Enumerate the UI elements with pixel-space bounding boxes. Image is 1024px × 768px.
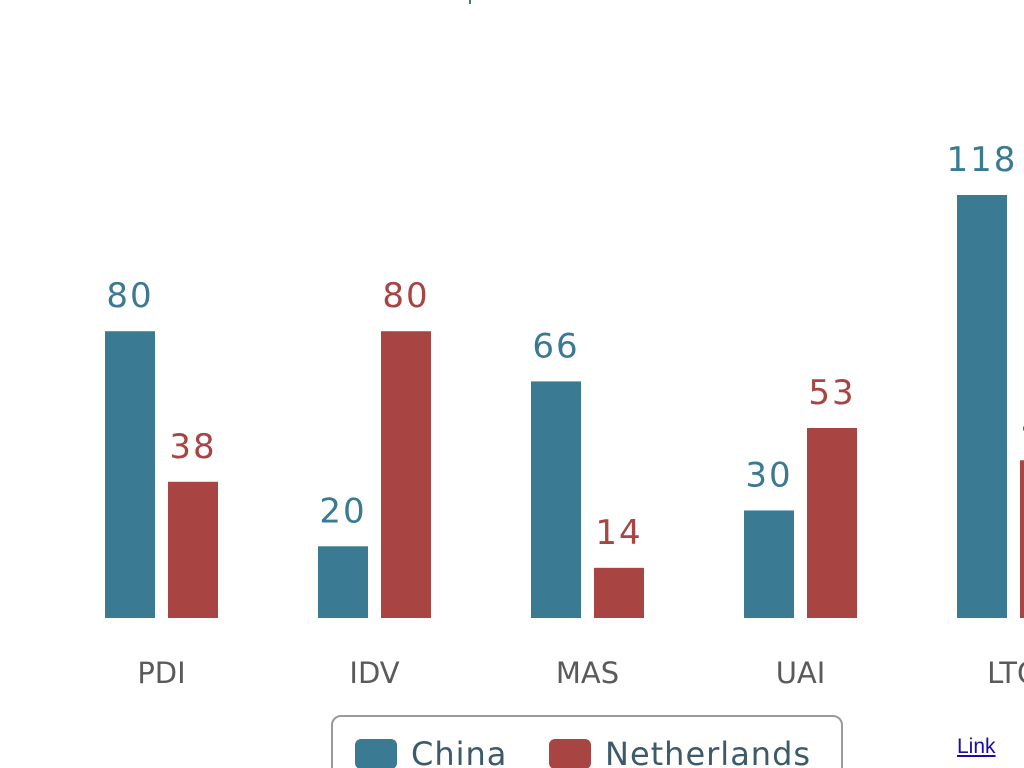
- value-label-china-mas: 66: [532, 326, 579, 366]
- bar-china-uai: [744, 510, 794, 618]
- link[interactable]: Link: [957, 735, 996, 758]
- bar-china-mas: [531, 381, 581, 618]
- value-label-china-uai: 30: [745, 455, 792, 495]
- legend-swatch-netherlands: [549, 739, 591, 768]
- bar-china-lto: [957, 195, 1007, 618]
- bar-china-pdi: [105, 331, 155, 618]
- bar-netherlands-lto: [1020, 460, 1024, 618]
- legend-label-netherlands: Netherlands: [605, 735, 812, 768]
- bar-netherlands-pdi: [168, 481, 218, 618]
- value-label-china-lto: 118: [947, 140, 1018, 180]
- legend: China Netherlands: [331, 715, 843, 768]
- value-label-netherlands-idv: 80: [382, 276, 429, 316]
- value-label-netherlands-uai: 53: [808, 373, 855, 413]
- category-label-lto: LTO: [987, 656, 1024, 690]
- value-label-netherlands-pdi: 38: [169, 427, 216, 467]
- bar-netherlands-idv: [381, 331, 431, 618]
- value-label-china-idv: 20: [319, 491, 366, 531]
- bar-china-idv: [318, 546, 368, 618]
- bar-netherlands-uai: [807, 428, 857, 618]
- value-label-netherlands-lto: 44: [1021, 405, 1024, 445]
- category-label-mas: MAS: [556, 656, 619, 690]
- value-label-china-pdi: 80: [106, 276, 153, 316]
- legend-item-china: China: [355, 735, 507, 768]
- legend-item-netherlands: Netherlands: [549, 735, 811, 768]
- legend-swatch-china: [355, 739, 397, 768]
- top-tick-mark: [469, 0, 471, 4]
- legend-label-china: China: [411, 735, 508, 768]
- value-label-netherlands-mas: 14: [595, 513, 642, 553]
- category-label-idv: IDV: [349, 656, 399, 690]
- category-label-uai: UAI: [776, 656, 826, 690]
- category-label-pdi: PDI: [137, 656, 185, 690]
- bar-netherlands-mas: [594, 567, 644, 618]
